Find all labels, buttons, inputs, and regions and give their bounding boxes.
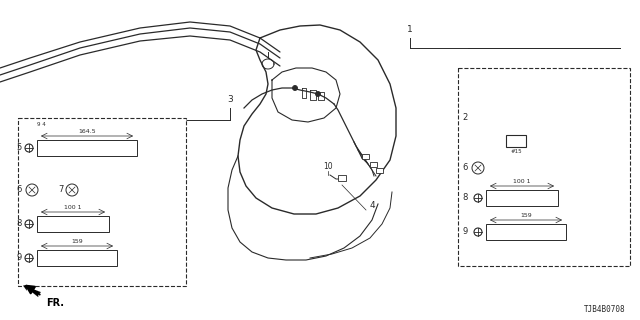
Text: TJB4B0708: TJB4B0708 — [584, 305, 625, 314]
Bar — [338, 175, 346, 181]
Bar — [37, 216, 109, 232]
Circle shape — [474, 194, 482, 202]
Text: 159: 159 — [71, 239, 83, 244]
Text: 9: 9 — [463, 228, 468, 236]
Text: 9 4: 9 4 — [37, 122, 46, 127]
Text: 1: 1 — [407, 25, 413, 34]
Text: 10: 10 — [323, 162, 333, 171]
Circle shape — [472, 162, 484, 174]
Text: 3: 3 — [227, 95, 233, 104]
Text: 8: 8 — [463, 194, 468, 203]
Bar — [506, 135, 526, 147]
Bar — [486, 190, 558, 206]
Circle shape — [66, 184, 78, 196]
Bar — [37, 250, 117, 266]
Circle shape — [25, 144, 33, 152]
Bar — [362, 154, 369, 159]
Text: 6: 6 — [17, 186, 22, 195]
Bar — [37, 140, 137, 156]
Text: 100 1: 100 1 — [513, 179, 531, 184]
Text: 9: 9 — [17, 253, 22, 262]
Circle shape — [25, 220, 33, 228]
Bar — [376, 168, 383, 173]
Circle shape — [25, 254, 33, 262]
Circle shape — [316, 92, 321, 97]
Text: 7: 7 — [59, 186, 64, 195]
Text: 8: 8 — [17, 220, 22, 228]
Bar — [18, 118, 186, 286]
Text: 4: 4 — [370, 201, 376, 210]
Bar — [370, 162, 377, 167]
Circle shape — [26, 184, 38, 196]
Circle shape — [292, 85, 298, 91]
Text: 6: 6 — [463, 164, 468, 172]
Bar — [458, 68, 630, 266]
Text: 100 1: 100 1 — [64, 205, 82, 210]
Text: 2: 2 — [463, 113, 468, 122]
Text: 164.5: 164.5 — [78, 129, 96, 134]
Text: #15: #15 — [510, 149, 522, 154]
Text: 159: 159 — [520, 213, 532, 218]
Bar — [486, 224, 566, 240]
Circle shape — [474, 228, 482, 236]
Text: FR.: FR. — [46, 298, 64, 308]
Text: 5: 5 — [17, 143, 22, 153]
